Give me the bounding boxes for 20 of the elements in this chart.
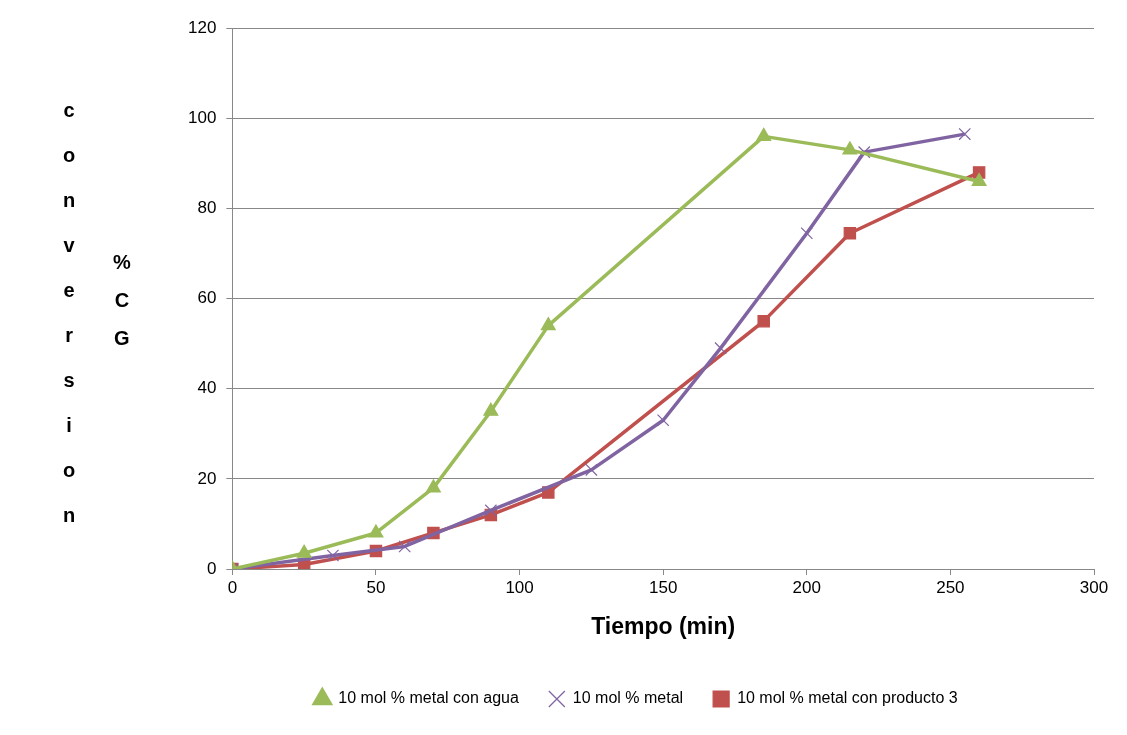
- x-tick-label: 150: [648, 577, 678, 597]
- y-tick-label: 100: [187, 108, 217, 128]
- x-tick-label: 250: [936, 577, 965, 597]
- x-tick-label: 300: [1079, 577, 1109, 597]
- y-tick-label: 40: [197, 378, 217, 398]
- y-tick-label: 20: [197, 468, 217, 488]
- y-tick-label: 0: [206, 558, 217, 578]
- text: conversion: [63, 99, 76, 526]
- legend-label: 10 mol % metal con producto 3: [737, 689, 958, 707]
- legend-label: 10 mol % metal: [572, 689, 684, 707]
- legend-label: 10 mol % metal con agua: [338, 689, 519, 707]
- y-tick-label: 120: [187, 17, 217, 37]
- x-tick-label: 50: [366, 577, 386, 597]
- y-tick-label: 80: [197, 198, 217, 218]
- x-tick-label: 100: [505, 577, 534, 597]
- x-axis-title: Tiempo (min): [591, 612, 736, 639]
- x-tick-label: 0: [227, 577, 238, 597]
- text: % CG: [113, 250, 131, 351]
- x-tick-label: 200: [792, 577, 821, 597]
- y-tick-label: 60: [197, 288, 217, 308]
